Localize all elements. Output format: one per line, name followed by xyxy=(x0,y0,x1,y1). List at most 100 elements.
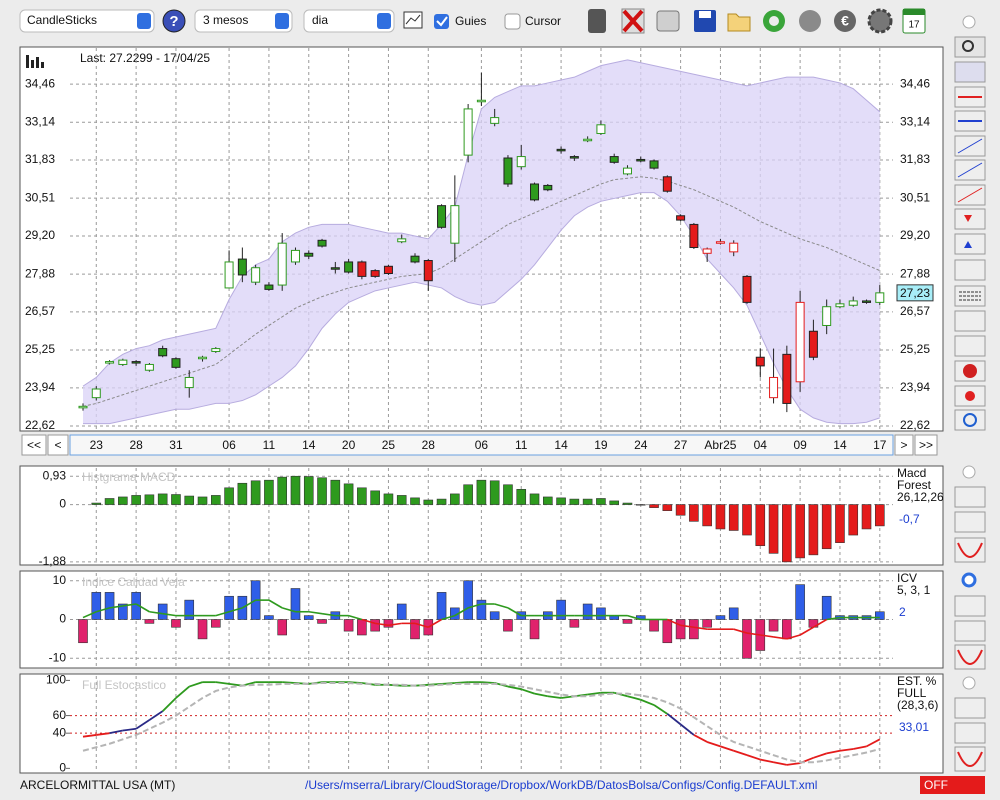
candle-body xyxy=(144,363,154,371)
settings-button[interactable] xyxy=(867,8,893,34)
sidebar xyxy=(954,36,986,772)
quality-line xyxy=(215,610,230,617)
bar xyxy=(795,584,805,620)
tool[interactable] xyxy=(954,335,986,357)
refresh-icon xyxy=(769,16,779,26)
k-line xyxy=(693,734,708,743)
y-tick-label-right: 29,20 xyxy=(900,228,930,242)
y-tick-label-right: 22,62 xyxy=(900,418,930,432)
trash-button[interactable] xyxy=(588,9,606,33)
tool[interactable] xyxy=(954,595,986,617)
bar xyxy=(290,588,301,620)
first-button[interactable] xyxy=(21,434,47,456)
next-button[interactable] xyxy=(894,434,914,456)
candle-body xyxy=(689,223,699,249)
candle-body xyxy=(158,348,168,357)
bar xyxy=(582,498,593,505)
candle-body xyxy=(304,252,314,257)
radio[interactable] xyxy=(962,465,976,479)
symbol: ARCELORMITTAL USA (MT) xyxy=(20,778,175,792)
radio[interactable] xyxy=(962,15,976,29)
last-button[interactable] xyxy=(914,434,938,456)
tool[interactable] xyxy=(954,208,986,230)
guides-checkbox[interactable] xyxy=(434,14,449,29)
indicator-params: 5, 3, 1 xyxy=(897,583,931,597)
k-line xyxy=(680,723,695,736)
bar xyxy=(821,504,832,550)
candle-body xyxy=(822,306,832,326)
candle-body xyxy=(702,248,712,254)
tool[interactable] xyxy=(954,511,986,533)
bar xyxy=(264,615,274,620)
cursor-checkbox[interactable] xyxy=(504,13,521,30)
tool[interactable] xyxy=(954,722,986,744)
bar xyxy=(264,479,274,505)
k-line xyxy=(122,727,137,732)
calendar-day: 17 xyxy=(908,20,920,31)
tool[interactable] xyxy=(954,486,986,508)
radio-selected[interactable] xyxy=(961,572,977,588)
last-value-label: -0,7 xyxy=(899,512,920,526)
y-tick-label: 0 xyxy=(59,612,66,626)
bar xyxy=(675,619,686,640)
y-tick-label: 0 xyxy=(59,761,66,775)
bar xyxy=(330,479,341,505)
tool[interactable] xyxy=(954,259,986,281)
quality-line xyxy=(149,610,163,615)
open-button[interactable] xyxy=(727,13,751,32)
candle-body xyxy=(397,238,407,243)
bar xyxy=(715,615,726,620)
tool[interactable] xyxy=(954,61,986,83)
k-line xyxy=(640,698,655,706)
tool[interactable] xyxy=(954,409,986,431)
x-tick-label: 06 xyxy=(222,438,236,452)
date-strip xyxy=(69,434,894,456)
y-tick-label: 29,20 xyxy=(25,228,55,242)
radio[interactable] xyxy=(962,676,976,690)
k-line xyxy=(813,752,827,759)
tool[interactable] xyxy=(954,537,986,563)
candle-body xyxy=(875,292,885,303)
candle-body xyxy=(649,160,659,169)
prev-button[interactable] xyxy=(47,434,69,456)
candle-body xyxy=(622,167,632,175)
period-select[interactable] xyxy=(194,9,293,33)
candle-body xyxy=(224,261,234,289)
chart-icon-line xyxy=(405,14,421,25)
chart-type-select[interactable] xyxy=(19,9,155,33)
bar xyxy=(144,494,155,505)
interval-select[interactable] xyxy=(303,9,395,33)
tool[interactable] xyxy=(954,310,986,332)
tool[interactable] xyxy=(954,233,986,255)
tool[interactable] xyxy=(954,620,986,642)
bar xyxy=(224,487,234,505)
panel-title: Indice Calidad Vela xyxy=(82,575,185,589)
y-tick-label: 0 xyxy=(59,497,66,511)
bar xyxy=(569,619,580,628)
zoom-tool[interactable] xyxy=(954,36,986,58)
candle-body xyxy=(330,267,340,270)
bar xyxy=(874,611,885,620)
bar xyxy=(171,494,181,505)
currency-button[interactable] xyxy=(834,10,856,32)
indicator-params: (28,3,6) xyxy=(897,698,938,712)
icon-bar xyxy=(41,62,44,68)
gauge-button[interactable] xyxy=(656,10,680,32)
candle-body xyxy=(782,353,792,404)
help-button[interactable] xyxy=(162,9,186,33)
k-line xyxy=(135,719,150,730)
bar xyxy=(171,619,181,628)
k-line xyxy=(175,685,190,699)
x-tick-label: 23 xyxy=(90,438,104,452)
tool[interactable] xyxy=(954,697,986,719)
tool[interactable] xyxy=(954,644,986,670)
candle-body xyxy=(636,158,646,162)
bar xyxy=(503,484,513,505)
quality-line xyxy=(241,599,257,609)
bar xyxy=(184,495,195,505)
next-label: > xyxy=(900,438,907,452)
quality-line xyxy=(454,607,469,617)
sync-button[interactable] xyxy=(799,10,821,32)
candle-body xyxy=(755,356,765,367)
tool[interactable] xyxy=(954,746,986,772)
